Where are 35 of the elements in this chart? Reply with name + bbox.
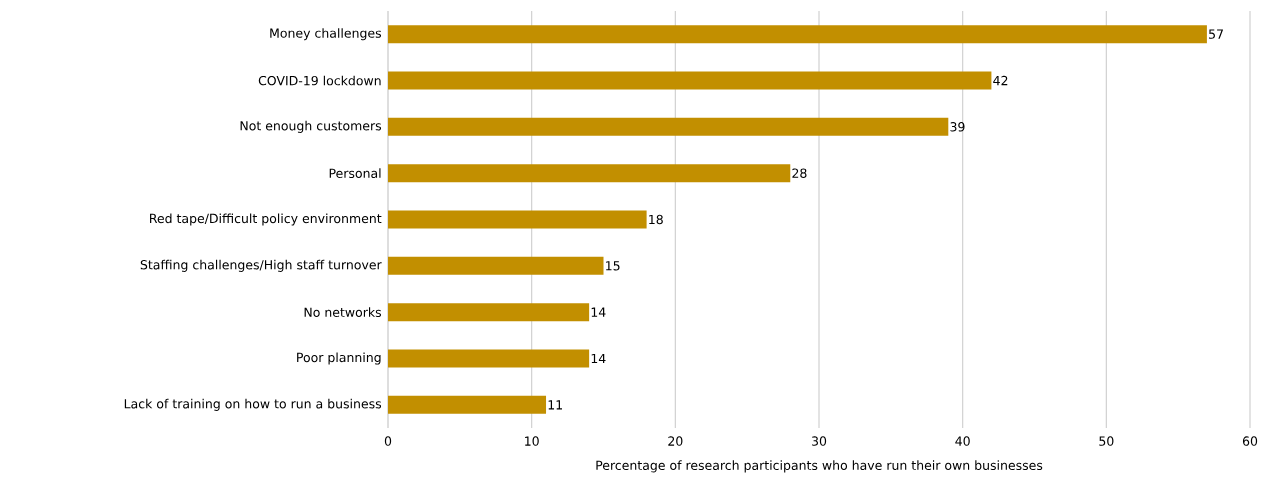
y-tick-label: Poor planning [297,352,381,365]
bar [388,71,992,90]
x-tick-label: 60 [1242,436,1258,446]
bar [388,303,590,322]
data-label: 14 [591,307,606,317]
y-tick-label: Staffing challenges/High staff turnover [140,259,382,272]
bar [388,349,590,368]
bar [388,25,1207,44]
data-label: 14 [591,353,606,364]
bar [388,395,547,414]
y-tick-label: COVID-19 lockdown [258,75,381,86]
bar [388,210,647,229]
bar [388,117,949,136]
data-label: 28 [792,168,807,178]
x-tick-label: 10 [525,436,539,446]
y-tick-label: Money challenges [270,28,382,41]
x-axis-title: Percentage of research participants who have run their own businesses [596,460,1043,473]
x-tick-label: 40 [955,436,970,446]
bar [388,164,791,183]
x-tick-label: 50 [1099,436,1114,446]
data-label: 11 [548,400,562,410]
data-label: 39 [950,122,965,132]
x-tick-label: 30 [812,436,827,446]
y-tick-label: No networks [304,307,382,318]
y-tick-label: Personal [329,168,381,179]
y-tick-label: Red tape/Difficult policy environment [150,213,382,226]
data-label: 15 [606,261,620,271]
data-label: 57 [1209,29,1223,39]
bar [388,256,604,275]
x-tick-label: 20 [668,436,683,446]
data-label: 42 [993,75,1008,86]
data-label: 18 [649,214,663,225]
y-tick-label: Lack of training on how to run a business [124,398,382,411]
y-tick-label: Not enough customers [240,120,382,133]
x-tick-label: 0 [384,436,392,446]
